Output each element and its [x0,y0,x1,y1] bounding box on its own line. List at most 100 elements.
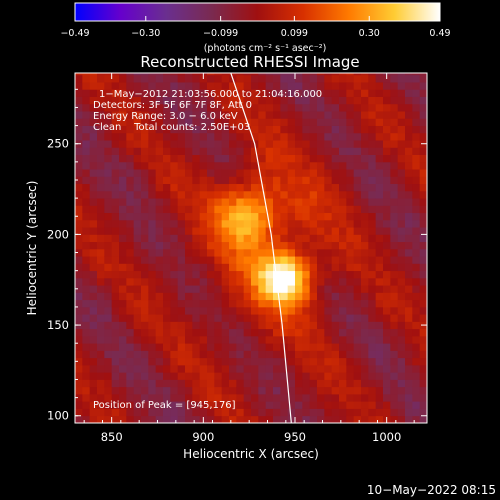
heatmap-cell [89,96,98,105]
heatmap-cell [309,161,318,170]
heatmap-cell [273,357,281,366]
heatmap-cell [185,140,193,148]
heatmap-cell [221,364,230,373]
heatmap-cell [199,350,208,359]
heatmap-cell [148,118,157,126]
heatmap-cell [419,89,427,97]
heatmap-cell [163,169,171,177]
heatmap-cell [368,73,377,76]
heatmap-cell [133,241,142,250]
heatmap-cell [170,140,179,148]
heatmap-cell [412,96,421,105]
heatmap-cell [383,111,391,119]
heatmap-cell [273,285,281,293]
heatmap-cell [302,73,311,76]
heatmap-cell [309,190,318,199]
heatmap-cell [126,190,135,199]
heatmap-cell [163,321,171,330]
heatmap-cell [185,125,193,134]
heatmap-cell [185,219,193,228]
heatmap-cell [317,343,325,351]
heatmap-cell [214,234,223,243]
heatmap-cell [82,285,91,293]
heatmap-cell [236,328,245,337]
heatmap-cell [419,234,427,243]
heatmap-cell [287,256,296,264]
heatmap-cell [302,248,311,257]
heatmap-cell [199,401,208,409]
heatmap-cell [331,357,340,366]
heatmap-cell [126,73,135,76]
heatmap-cell [119,74,127,83]
heatmap-cell [126,176,135,185]
heatmap-cell [324,277,333,286]
heatmap-cell [368,393,377,402]
heatmap-cell [177,263,186,272]
heatmap-cell [155,408,164,417]
heatmap-cell [89,263,98,272]
heatmap-cell [331,169,340,177]
heatmap-cell [177,125,186,134]
heatmap-cell [251,169,259,177]
heatmap-cell [141,82,149,90]
heatmap-cell [302,227,311,235]
heatmap-cell [295,364,303,373]
heatmap-cell [265,263,274,272]
heatmap-cell [75,227,83,235]
heatmap-cell [346,357,355,366]
heatmap-cell [170,256,179,264]
heatmap-cell [397,408,406,417]
heatmap-cell [309,401,318,409]
heatmap-cell [346,314,355,322]
heatmap-cell [155,89,164,97]
heatmap-cell [419,154,427,163]
heatmap-cell [265,234,274,243]
heatmap-cell [221,227,230,235]
heatmap-cell [207,285,215,293]
heatmap-cell [192,190,201,199]
heatmap-cell [148,350,157,359]
heatmap-cell [199,219,208,228]
heatmap-cell [148,73,157,76]
heatmap-cell [390,234,399,243]
heatmap-cell [177,205,186,214]
heatmap-cell [368,408,377,417]
heatmap-cell [207,219,215,228]
heatmap-cell [192,379,201,388]
heatmap-cell [397,183,406,192]
heatmap-cell [97,190,105,199]
heatmap-cell [82,292,91,301]
heatmap-cell [104,372,113,380]
heatmap-cell [317,190,325,199]
heatmap-cell [258,219,267,228]
heatmap-cell [236,140,245,148]
heatmap-cell [126,147,135,155]
heatmap-cell [104,299,113,308]
heatmap-cell [177,147,186,155]
heatmap-cell [295,321,303,330]
heatmap-cell [104,306,113,315]
heatmap-cell [111,118,120,126]
heatmap-cell [273,263,281,272]
heatmap-cell [390,132,399,141]
heatmap-cell [419,343,427,351]
heatmap-cell [221,350,230,359]
heatmap-cell [397,205,406,214]
heatmap-cell [353,408,362,417]
heatmap-cell [177,379,186,388]
heatmap-cell [412,393,421,402]
heatmap-cell [119,82,127,90]
heatmap-cell [75,256,83,264]
heatmap-cell [258,386,267,395]
heatmap-cell [155,241,164,250]
heatmap-cell [155,350,164,359]
heatmap-cell [82,408,91,417]
heatmap-cell [111,205,120,214]
heatmap-cell [75,248,83,257]
heatmap-cell [412,176,421,185]
heatmap-cell [265,74,274,83]
heatmap-cell [163,241,171,250]
heatmap-cell [251,74,259,83]
heatmap-cell [163,379,171,388]
heatmap-cell [185,292,193,301]
